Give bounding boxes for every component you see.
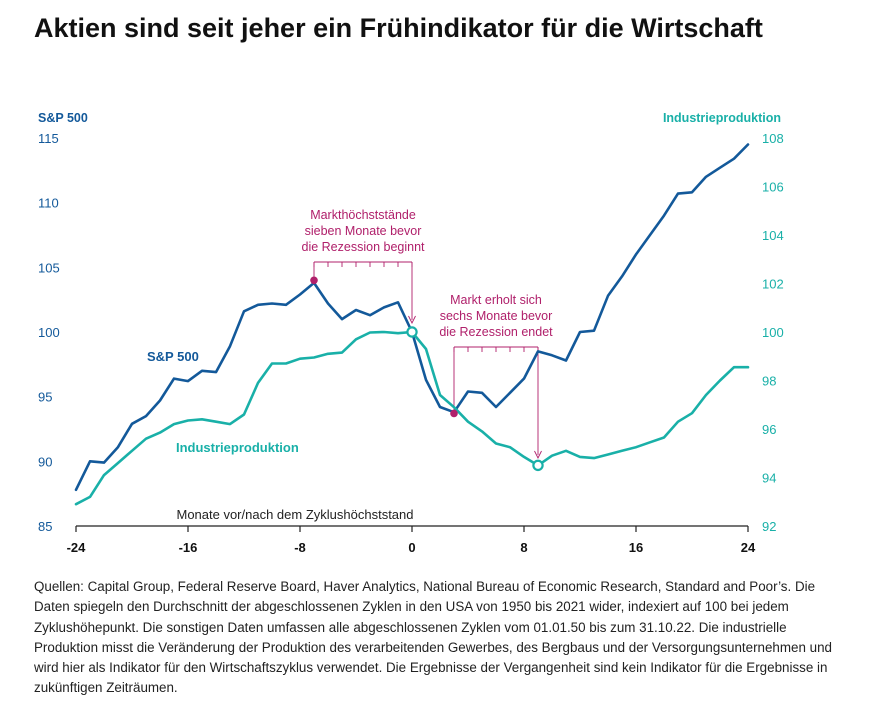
x-tick-label: -8 [294, 540, 306, 555]
x-tick-label: 8 [520, 540, 527, 555]
arrow-head [408, 315, 416, 325]
annotation-text-peak: sieben Monate bevor [305, 224, 422, 238]
y-left-tick-label: 100 [38, 325, 60, 340]
annotation-text-peak: die Rezession beginnt [302, 240, 426, 254]
y-right-tick-label: 108 [762, 131, 784, 146]
left-axis-title: S&P 500 [38, 111, 88, 125]
y-left-tick-label: 90 [38, 454, 52, 469]
annotation-text-recovery: die Rezession endet [439, 325, 553, 339]
x-tick-label: 24 [741, 540, 756, 555]
data-point-marker [532, 459, 544, 472]
data-point-marker [310, 276, 318, 285]
y-left-tick-label: 85 [38, 519, 52, 534]
x-tick-label: -24 [67, 540, 87, 555]
x-tick-label: -16 [179, 540, 198, 555]
series-label-sp500: S&P 500 [147, 349, 199, 364]
annotation-text-peak: Markthöchststände [310, 208, 416, 222]
y-right-tick-label: 100 [762, 325, 784, 340]
arrow-head [534, 450, 542, 460]
y-right-tick-label: 94 [762, 471, 776, 486]
y-left-tick-label: 115 [38, 131, 59, 146]
y-left-tick-label: 95 [38, 390, 52, 405]
annotation-bracket-recovery [453, 346, 542, 460]
x-tick-label: 16 [629, 540, 643, 555]
annotation-text-recovery: sechs Monate bevor [440, 309, 553, 323]
source-note: Quellen: Capital Group, Federal Reserve … [34, 579, 832, 696]
x-tick-label: 0 [408, 540, 415, 555]
data-point-marker [450, 409, 458, 418]
annotation-bracket-peak [313, 261, 416, 325]
y-right-tick-label: 96 [762, 422, 776, 437]
series-label-industrial-production: Industrieproduktion [176, 440, 299, 455]
y-left-tick-label: 110 [38, 196, 59, 211]
data-point-marker [406, 326, 418, 338]
annotation-text-recovery: Markt erholt sich [450, 293, 542, 307]
y-right-tick-label: 104 [762, 228, 784, 243]
chart: S&P 500 Industrieproduktion 85 90 95 100 105 11… [38, 111, 784, 555]
right-axis-title: Industrieproduktion [663, 111, 781, 125]
y-left-tick-label: 105 [38, 260, 60, 275]
y-right-tick-label: 98 [762, 374, 776, 389]
x-axis-title: Monate vor/nach dem Zyklushöchststand [176, 507, 413, 522]
y-right-tick-label: 92 [762, 519, 776, 534]
chart-title: Aktien sind seit jeher ein Frühindikator… [34, 13, 763, 43]
y-right-tick-label: 102 [762, 277, 784, 292]
y-right-tick-label: 106 [762, 180, 784, 195]
